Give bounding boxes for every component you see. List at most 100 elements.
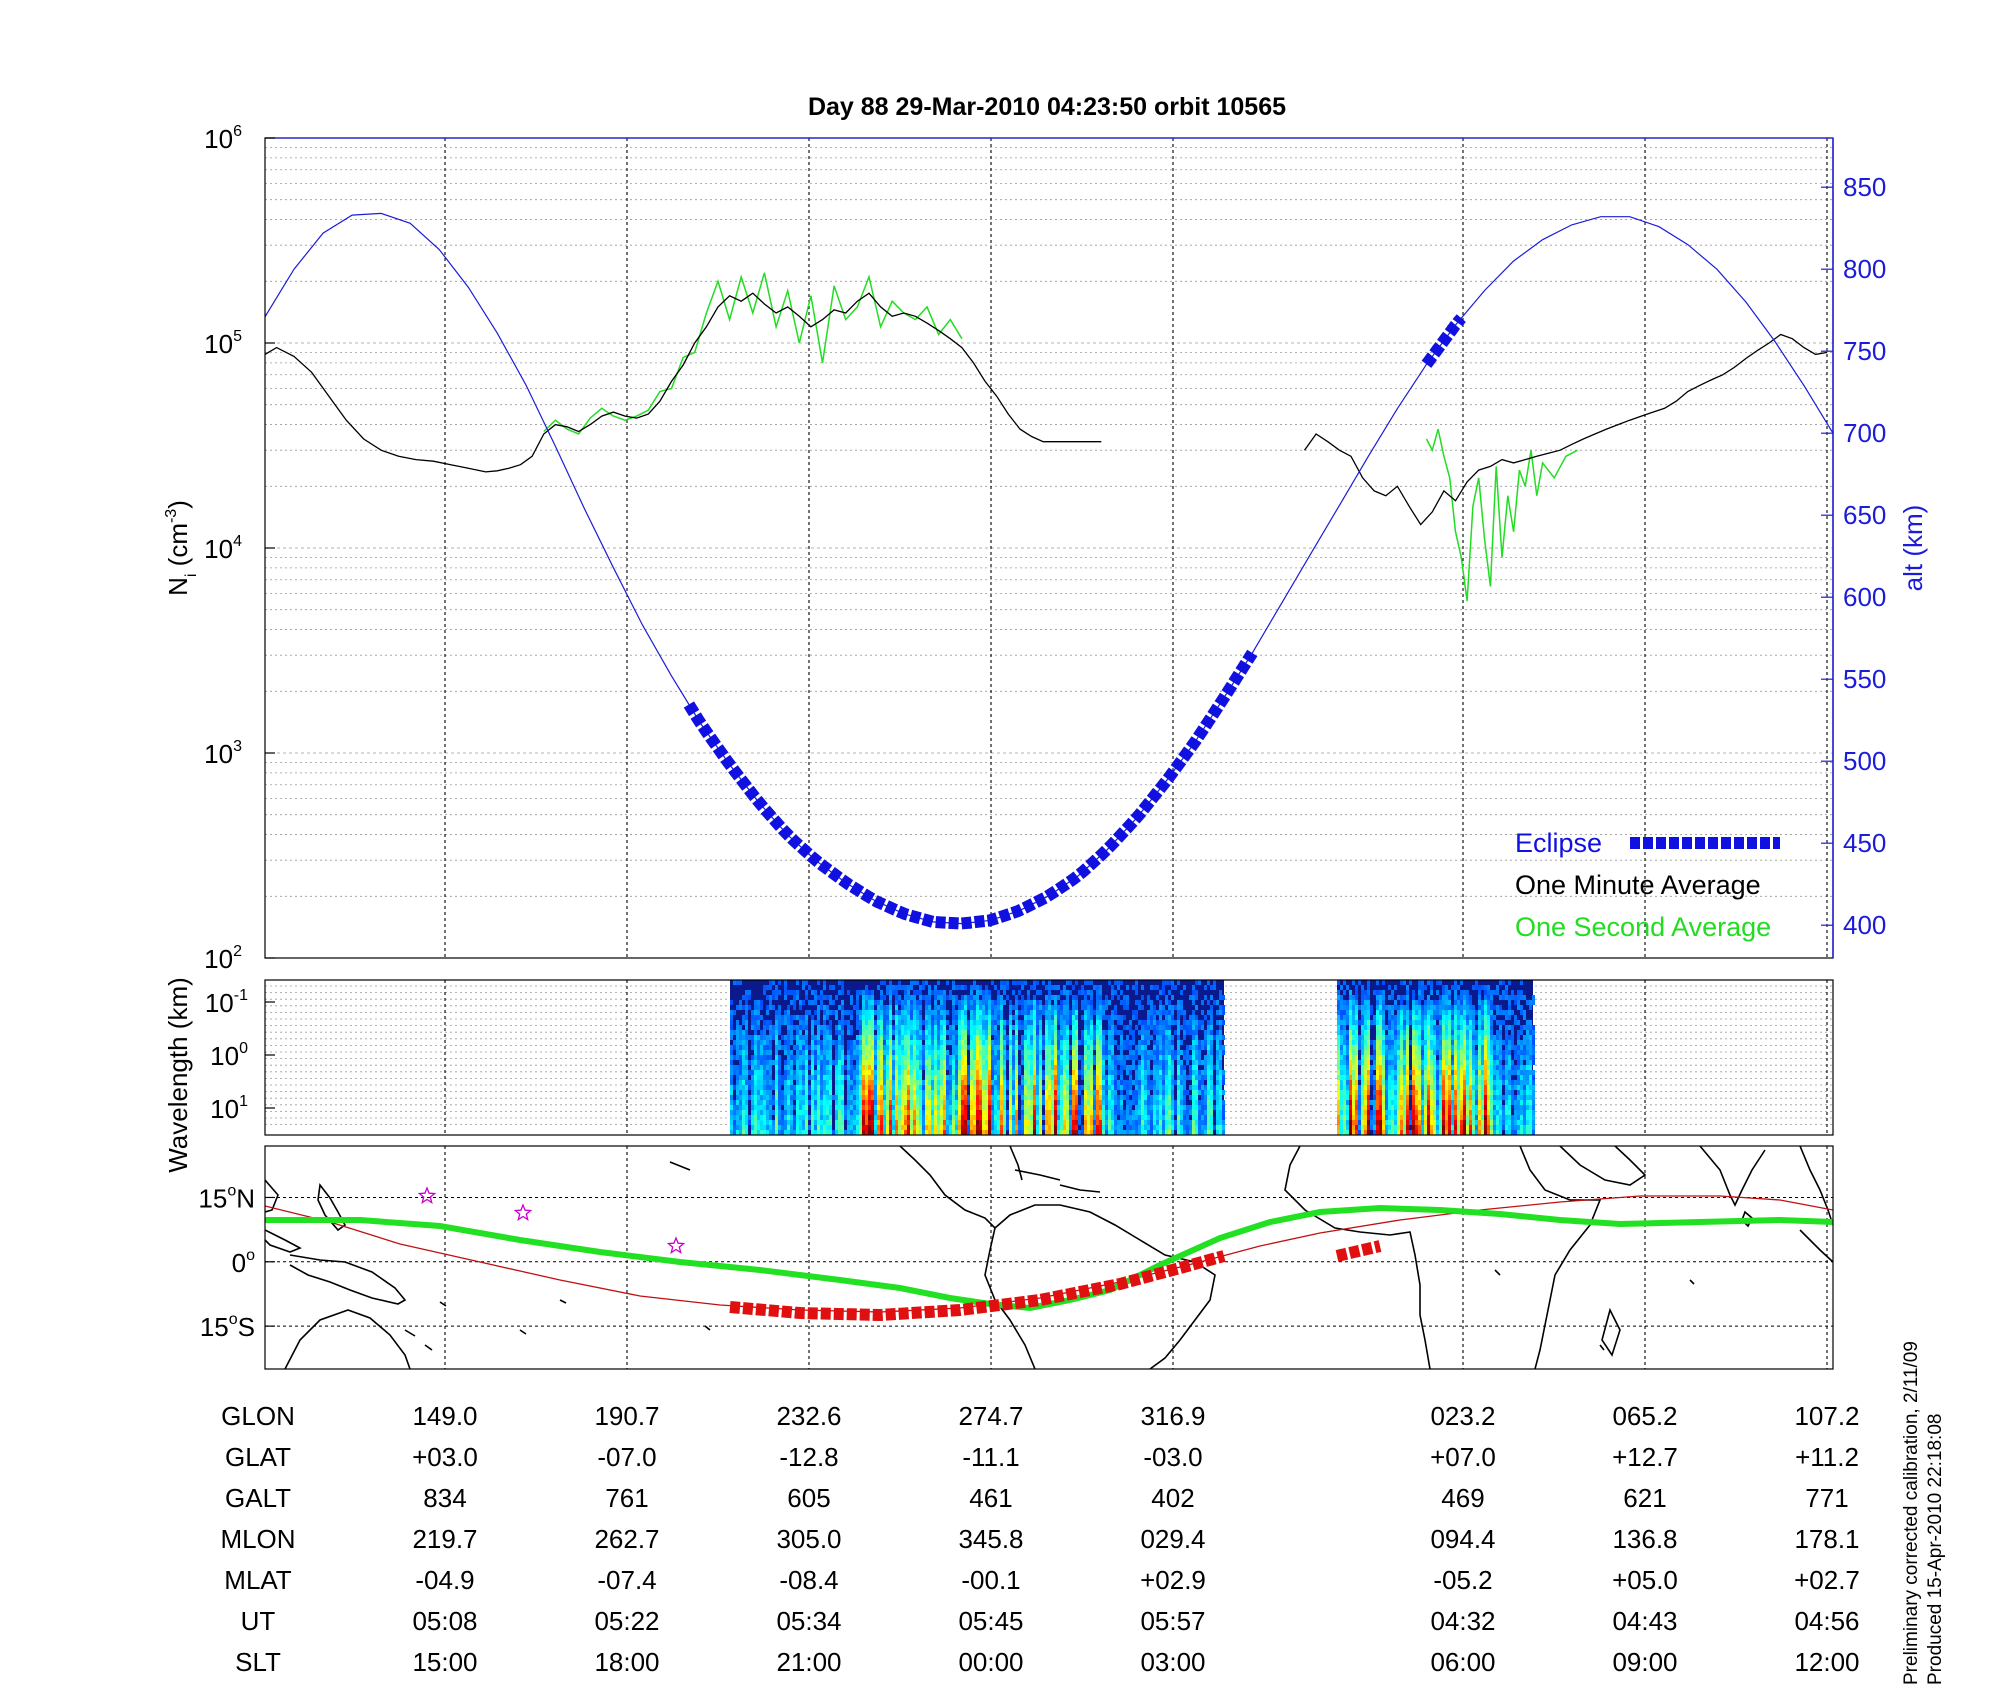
spectrogram-cell [1039,1115,1042,1120]
spectrogram-cell [1087,1100,1090,1105]
spectrogram-cell [880,1070,883,1075]
spectrogram-cell [1340,1100,1343,1105]
spectrogram-cell [1162,1115,1165,1120]
spectrogram-cell [1033,1010,1036,1015]
spectrogram-cell [1021,1075,1024,1080]
spectrogram-cell [1204,1125,1207,1130]
spectrogram-cell [1153,1110,1156,1115]
spectrogram-cell [925,1130,928,1135]
spectrogram-cell [952,1125,955,1130]
spectrogram-cell [1195,1080,1198,1085]
spectrogram-cell [1376,1095,1379,1100]
spectrogram-cell [814,1055,817,1060]
spectrogram-cell [877,1010,880,1015]
spectrogram-cell [1201,1090,1204,1095]
spectrogram-cell [889,1060,892,1065]
spectrogram-cell [985,1050,988,1055]
spectrogram-cell [1120,1055,1123,1060]
spectrogram-cell [1057,1040,1060,1045]
spectrogram-cell [1159,1000,1162,1005]
spectrogram-cell [1355,1010,1358,1015]
spectrogram-cell [1361,1050,1364,1055]
spectrogram-cell [994,1085,997,1090]
spectrogram-cell [1349,1000,1352,1005]
spectrogram-cell [814,1075,817,1080]
spectrogram-cell [967,1100,970,1105]
spectrogram-cell [1153,1080,1156,1085]
spectrogram-cell [1177,1040,1180,1045]
spectrogram-cell [1036,1080,1039,1085]
spectrogram-cell [898,1020,901,1025]
spectrogram-cell [1096,1040,1099,1045]
spectrogram-cell [1105,1115,1108,1120]
spectrogram-cell [907,1095,910,1100]
spectrogram-cell [1406,1090,1409,1095]
spectrogram-cell [784,1120,787,1125]
spectrogram-cell [859,1050,862,1055]
spectrogram-cell [1114,1025,1117,1030]
spectrogram-cell [940,1000,943,1005]
spectrogram-cell [829,995,832,1000]
spectrogram-cell [862,1015,865,1020]
spectrogram-cell [781,1100,784,1105]
spectrogram-cell [1003,1090,1006,1095]
spectrogram-cell [1382,980,1385,985]
spectrogram-cell [979,1110,982,1115]
spectrogram-cell [1090,1055,1093,1060]
spectrogram-cell [895,1125,898,1130]
spectrogram-cell [1069,1125,1072,1130]
spectrogram-cell [961,1015,964,1020]
spectrogram-cell [913,1120,916,1125]
spectrogram-cell [1174,1055,1177,1060]
spectrogram-cell [946,1030,949,1035]
spectrogram-cell [934,1010,937,1015]
spectrogram-cell [910,1070,913,1075]
spectrogram-cell [1102,1105,1105,1110]
spectrogram-cell [1141,1105,1144,1110]
spectrogram-cell [1033,1015,1036,1020]
spectrogram-cell [769,1005,772,1010]
spectrogram-cell [1066,1110,1069,1115]
spectrogram-cell [1030,1015,1033,1020]
spectrogram-cell [1042,1040,1045,1045]
spectrogram-cell [772,1035,775,1040]
spectrogram-cell [1099,985,1102,990]
spectrogram-cell [829,1110,832,1115]
spectrogram-cell [892,1055,895,1060]
spectrogram-cell [1000,1110,1003,1115]
spectrogram-cell [1409,1020,1412,1025]
spectrogram-cell [1165,1085,1168,1090]
spectrogram-cell [1129,1070,1132,1075]
spectrogram-cell [880,1050,883,1055]
spectrogram-cell [967,1020,970,1025]
spectrogram-cell [1114,1070,1117,1075]
spectrogram-cell [1132,1030,1135,1035]
spectrogram-cell [1066,1085,1069,1090]
spectrogram-cell [1340,1070,1343,1075]
spectrogram-cell [871,1080,874,1085]
spectrogram-cell [1021,1130,1024,1135]
spectrogram-cell [892,1030,895,1035]
spectrogram-cell [1108,980,1111,985]
spectrogram-cell [1084,1080,1087,1085]
spectrogram-cell [1204,1075,1207,1080]
spectrogram-cell [898,985,901,990]
spectrogram-cell [1159,1060,1162,1065]
spectrogram-cell [961,995,964,1000]
spectrogram-cell [1000,995,1003,1000]
spectrogram-cell [979,1045,982,1050]
spectrogram-cell [982,1035,985,1040]
spectrogram-cell [829,1065,832,1070]
spectrogram-cell [1385,1090,1388,1095]
spectrogram-cell [967,1080,970,1085]
spectrogram-cell [1361,1030,1364,1035]
spectrogram-cell [1219,1065,1222,1070]
spectrogram-cell [913,1075,916,1080]
spectrogram-cell [964,1105,967,1110]
spectrogram-cell [991,1085,994,1090]
spectrogram-cell [799,1095,802,1100]
spectrogram-cell [811,1080,814,1085]
spectrogram-cell [1102,1005,1105,1010]
spectrogram-cell [1222,1125,1225,1130]
spectrogram-cell [1171,1085,1174,1090]
